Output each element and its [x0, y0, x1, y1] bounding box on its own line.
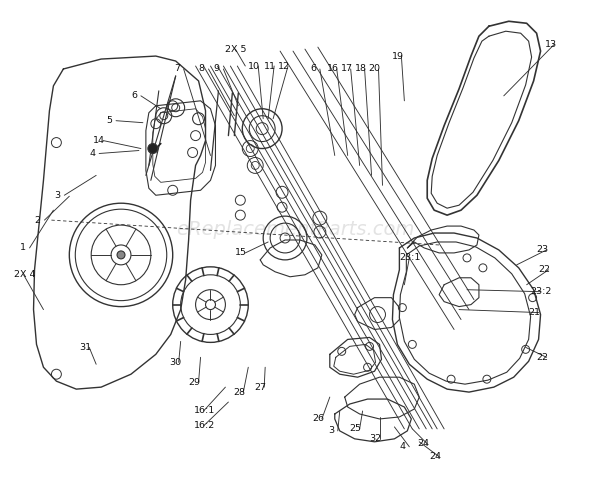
Text: 16:2: 16:2 [194, 422, 215, 430]
Text: 30: 30 [169, 358, 181, 367]
Text: 16:1: 16:1 [194, 406, 215, 415]
Text: 6: 6 [131, 91, 137, 100]
Text: 1: 1 [19, 243, 25, 252]
Text: 32: 32 [369, 435, 382, 443]
Text: 23:2: 23:2 [530, 287, 552, 296]
Text: 5: 5 [106, 116, 112, 125]
Text: 27: 27 [254, 382, 266, 391]
Text: 11: 11 [264, 62, 276, 71]
Text: 23: 23 [536, 245, 549, 254]
Text: 3: 3 [328, 426, 334, 435]
Text: 17: 17 [341, 65, 353, 74]
Text: 22: 22 [536, 353, 549, 362]
Text: 2X 5: 2X 5 [225, 44, 247, 54]
Text: 24: 24 [429, 452, 441, 461]
Text: 13: 13 [545, 40, 557, 49]
Text: 4: 4 [399, 442, 405, 451]
Text: 19: 19 [391, 52, 404, 61]
Text: 9: 9 [214, 65, 219, 74]
Text: 28: 28 [234, 388, 245, 397]
Text: 26: 26 [312, 414, 324, 424]
Text: 20: 20 [369, 65, 381, 74]
Text: 4: 4 [89, 149, 95, 158]
Text: 31: 31 [79, 343, 91, 352]
Text: 14: 14 [93, 136, 105, 145]
Text: 7: 7 [173, 65, 180, 74]
Text: 21: 21 [529, 308, 540, 317]
Text: eReplacementParts.com: eReplacementParts.com [176, 219, 414, 239]
Text: 23:1: 23:1 [399, 253, 421, 262]
Text: 3: 3 [54, 191, 61, 200]
Text: 6: 6 [310, 65, 316, 74]
Text: 24: 24 [417, 439, 430, 448]
Text: 12: 12 [278, 62, 290, 71]
Text: 15: 15 [235, 249, 247, 258]
Text: 2: 2 [35, 216, 41, 225]
Text: 16: 16 [327, 65, 339, 74]
Text: 25: 25 [350, 424, 362, 434]
Text: 10: 10 [248, 62, 260, 71]
Text: 22: 22 [539, 265, 550, 274]
Circle shape [148, 143, 158, 153]
Circle shape [117, 251, 125, 259]
Text: 2X 4: 2X 4 [14, 270, 35, 279]
Text: 8: 8 [199, 65, 205, 74]
Text: 29: 29 [189, 378, 201, 387]
Text: 18: 18 [355, 65, 366, 74]
